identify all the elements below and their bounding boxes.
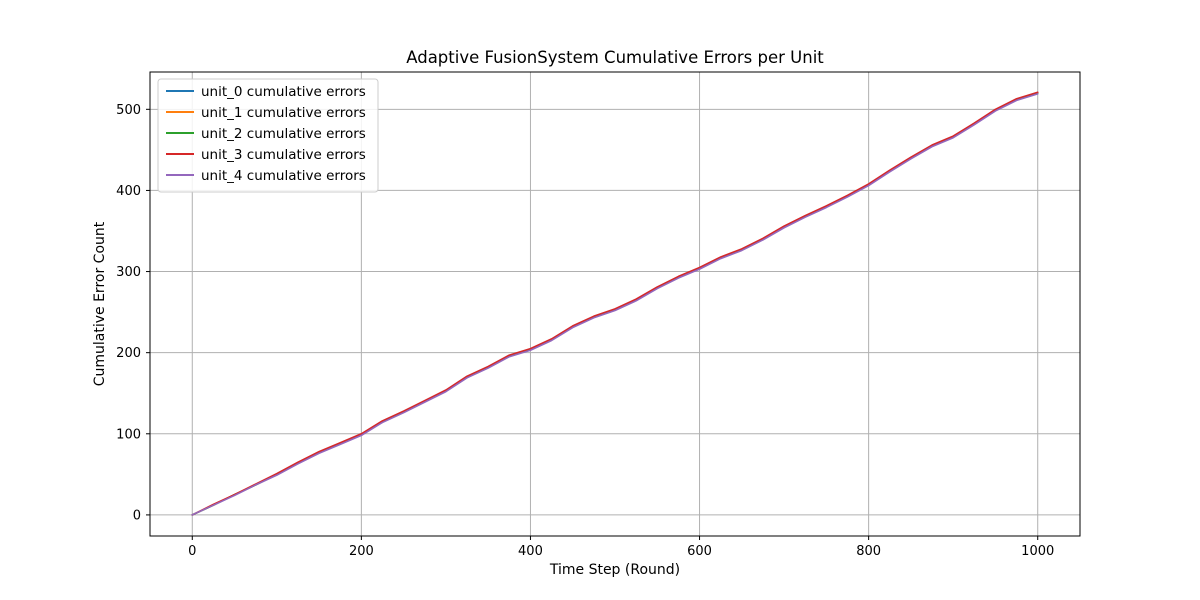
legend-label-4: unit_4 cumulative errors xyxy=(201,168,366,184)
x-tick-label: 0 xyxy=(188,544,196,559)
y-tick-label: 0 xyxy=(133,508,141,523)
axis-ticks: 0 200 400 600 800 1000 0 100 200 300 400 500 xyxy=(116,103,1054,559)
legend-label-2: unit_2 cumulative errors xyxy=(201,126,366,142)
y-tick-label: 300 xyxy=(116,265,141,280)
x-tick-label: 800 xyxy=(856,544,881,559)
legend-label-0: unit_0 cumulative errors xyxy=(201,84,366,100)
legend-label-1: unit_1 cumulative errors xyxy=(201,105,366,121)
x-tick-label: 600 xyxy=(687,544,712,559)
series-line-4 xyxy=(191,93,1039,516)
plot-frame xyxy=(149,71,1081,537)
series-lines xyxy=(191,91,1039,516)
legend: unit_0 cumulative errors unit_1 cumulativ… xyxy=(157,78,379,193)
legend-box xyxy=(157,78,379,193)
x-axis-title: Time Step (Round) xyxy=(549,562,680,578)
x-tick-label: 1000 xyxy=(1021,544,1054,559)
x-tick-label: 400 xyxy=(518,544,543,559)
grid xyxy=(150,72,1080,536)
y-tick-label: 500 xyxy=(116,103,141,118)
y-tick-label: 100 xyxy=(116,427,141,442)
series-line-3 xyxy=(191,91,1039,516)
y-tick-label: 400 xyxy=(116,184,141,199)
legend-label-3: unit_3 cumulative errors xyxy=(201,147,366,163)
x-tick-label: 200 xyxy=(349,544,374,559)
chart-title: Adaptive FusionSystem Cumulative Errors … xyxy=(406,48,824,67)
y-tick-label: 200 xyxy=(116,346,141,361)
y-axis-title: Cumulative Error Count xyxy=(92,221,108,386)
